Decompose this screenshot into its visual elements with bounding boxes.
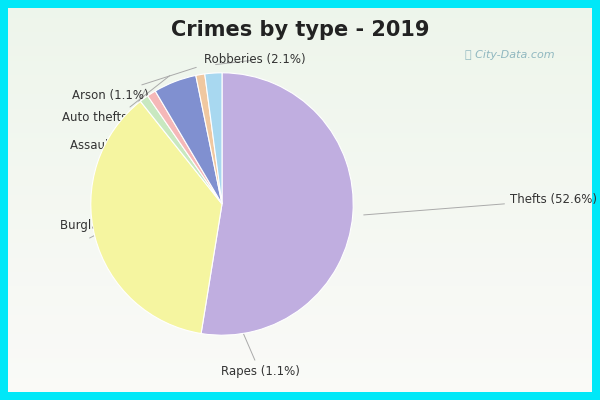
Text: Auto thefts (5.3%): Auto thefts (5.3%) [62,76,170,124]
Bar [8,310,592,315]
Bar [8,66,592,70]
Bar [8,325,592,330]
Bar [8,18,592,22]
Bar [8,330,592,334]
Bar [8,80,592,85]
Bar [8,118,592,123]
Bar [8,387,592,392]
Bar [8,195,592,200]
Text: Rapes (1.1%): Rapes (1.1%) [140,94,299,378]
Wedge shape [148,91,222,204]
Bar [8,306,592,310]
Bar [8,94,592,99]
Bar [8,224,592,229]
Bar [8,128,592,133]
Bar [8,363,592,368]
Bar [8,51,592,56]
Bar [8,166,592,171]
Bar [8,282,592,286]
Bar [8,219,592,224]
Text: Robberies (2.1%): Robberies (2.1%) [204,54,306,66]
Bar [8,277,592,282]
Bar [8,99,592,104]
Bar [8,157,592,162]
Bar [8,234,592,238]
Bar [8,123,592,128]
Bar [8,22,592,27]
Bar [8,229,592,234]
Bar [8,85,592,90]
Bar [8,382,592,387]
Text: Burglaries (36.8%): Burglaries (36.8%) [60,218,170,238]
Text: Arson (1.1%): Arson (1.1%) [72,67,196,102]
Bar [8,253,592,258]
Bar [8,296,592,301]
Bar [8,243,592,248]
Bar [8,344,592,349]
Text: Assaults (1.1%): Assaults (1.1%) [70,89,162,152]
Text: ⓘ City-Data.com: ⓘ City-Data.com [465,50,555,60]
Bar [8,210,592,214]
Bar [8,205,592,210]
Wedge shape [205,73,222,204]
Bar [8,27,592,32]
Bar [8,200,592,205]
Bar [8,147,592,152]
Bar [8,301,592,306]
Bar [8,8,592,13]
Bar [8,315,592,320]
Bar [8,162,592,166]
Bar [8,186,592,190]
Bar [8,109,592,114]
Bar [8,70,592,75]
Bar [8,42,592,46]
Bar [8,114,592,118]
Bar [8,320,592,325]
Bar [8,258,592,262]
Bar [8,133,592,138]
Bar [8,214,592,219]
Bar [8,176,592,181]
Bar [8,56,592,61]
Bar [8,152,592,157]
Bar [8,37,592,42]
Bar [8,171,592,176]
Bar [8,334,592,339]
Bar [8,262,592,267]
Bar [8,142,592,147]
Wedge shape [196,74,222,204]
Wedge shape [155,76,222,204]
Text: Crimes by type - 2019: Crimes by type - 2019 [171,20,429,40]
Bar [8,267,592,272]
Bar [8,272,592,277]
Bar [8,238,592,243]
Bar [8,291,592,296]
Bar [8,373,592,378]
Bar [8,339,592,344]
Bar [8,104,592,109]
Bar [8,13,592,18]
Bar [8,358,592,363]
Bar [8,190,592,195]
Wedge shape [140,96,222,204]
Bar [8,46,592,51]
Bar [8,286,592,291]
Bar [8,61,592,66]
Bar [8,32,592,37]
Wedge shape [201,73,353,335]
Bar [8,354,592,358]
Wedge shape [91,101,222,334]
Bar [8,349,592,354]
Bar [8,75,592,80]
Bar [8,248,592,253]
Text: Thefts (52.6%): Thefts (52.6%) [364,194,597,215]
Bar [8,138,592,142]
Bar [8,90,592,94]
Bar [8,368,592,373]
Bar [8,378,592,382]
Bar [8,181,592,186]
